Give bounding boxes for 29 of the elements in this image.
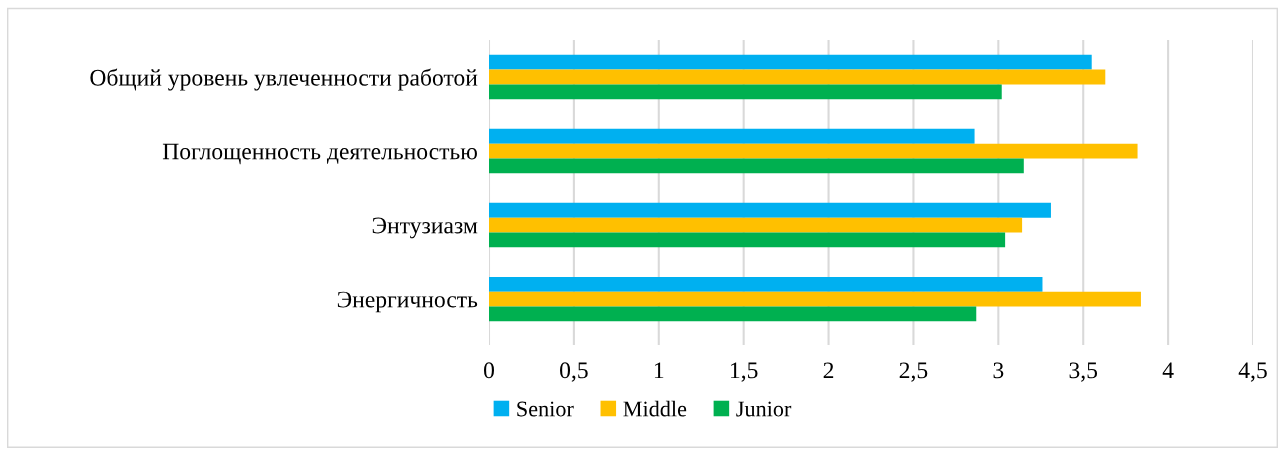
- legend-label: Senior: [517, 401, 574, 417]
- x-tick-label: 4,5: [1238, 362, 1267, 382]
- y-tick-label: Общий уровень увлеченности работой: [90, 68, 478, 91]
- y-tick-label: Поглощенность деятельностью: [162, 143, 477, 165]
- x-tick-label: 3: [993, 362, 1004, 379]
- x-tick-label: 1: [654, 362, 664, 379]
- bar: [489, 306, 977, 322]
- x-tick-label: 4: [1162, 362, 1174, 379]
- bar: [489, 232, 1006, 248]
- x-tick-label: 0,5: [560, 362, 588, 382]
- bar: [489, 158, 1024, 174]
- bar: [489, 217, 1023, 233]
- bar: [489, 291, 1141, 307]
- bar: [489, 202, 1051, 218]
- x-tick-label: 3,5: [1069, 362, 1098, 382]
- bar: [489, 54, 1092, 70]
- y-tick-label: Энергичность: [337, 291, 478, 313]
- y-tick-label: Энтузиазм: [372, 217, 478, 239]
- x-tick-label: 2,5: [899, 362, 928, 382]
- bar: [489, 143, 1138, 159]
- bar: [489, 69, 1106, 85]
- x-tick-label: 0: [484, 362, 494, 379]
- x-tick-label: 1,5: [730, 362, 758, 382]
- legend-label: Junior: [736, 401, 792, 417]
- bar: [489, 128, 975, 144]
- bar: [489, 276, 1043, 292]
- legend-label: Middle: [623, 400, 687, 417]
- bar: [489, 84, 1002, 100]
- x-tick-label: 2: [823, 362, 834, 379]
